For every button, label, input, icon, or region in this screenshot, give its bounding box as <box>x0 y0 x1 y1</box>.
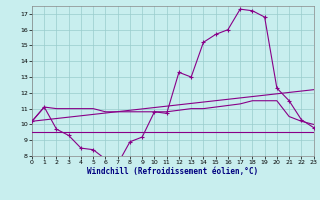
X-axis label: Windchill (Refroidissement éolien,°C): Windchill (Refroidissement éolien,°C) <box>87 167 258 176</box>
